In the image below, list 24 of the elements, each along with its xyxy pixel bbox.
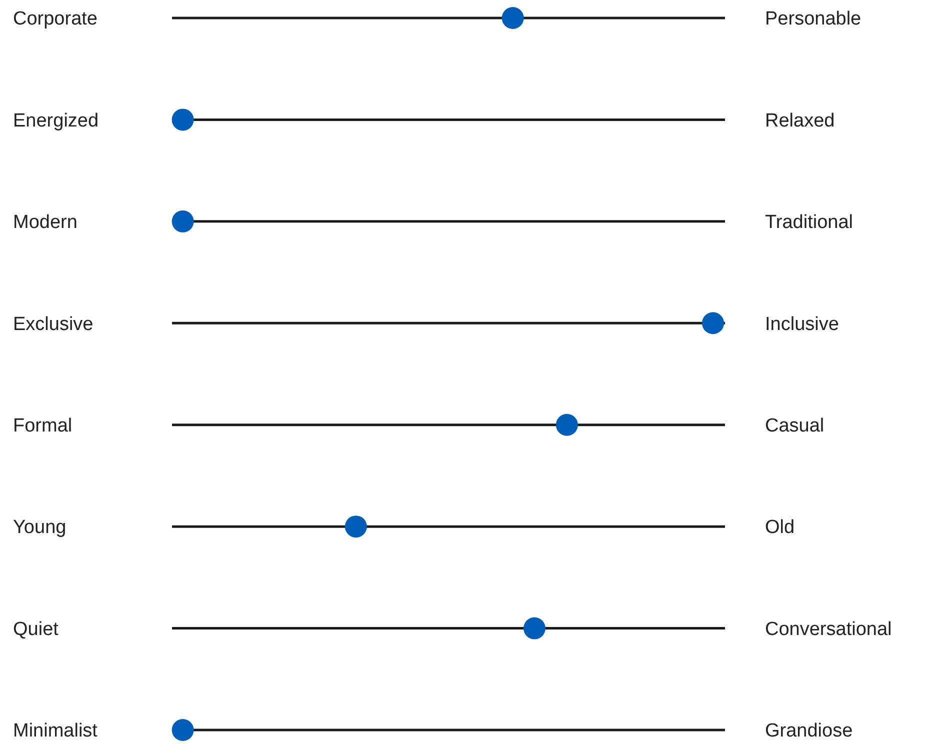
y2-tick-label: Relaxed bbox=[765, 110, 835, 132]
y-tick-label: Young bbox=[13, 517, 66, 538]
y-tick-label: Exclusive bbox=[13, 314, 94, 335]
y-tick-label: Formal bbox=[13, 416, 72, 437]
point bbox=[523, 617, 546, 640]
y2-tick-label: Inclusive bbox=[765, 314, 839, 335]
point bbox=[344, 516, 367, 538]
point bbox=[702, 312, 724, 334]
y2-tick-label: Personable bbox=[765, 8, 862, 30]
y-tick-label: Corporate bbox=[13, 8, 98, 30]
point bbox=[556, 414, 578, 436]
y2-tick-label: Grandiose bbox=[765, 720, 853, 742]
y2-tick-label: Conversational bbox=[765, 618, 892, 640]
y-tick-label: Modern bbox=[13, 212, 78, 234]
y2-tick-label: Old bbox=[765, 517, 795, 538]
y-tick-label: Energized bbox=[13, 110, 99, 132]
y2-tick-label: Casual bbox=[765, 416, 824, 437]
point bbox=[172, 210, 194, 232]
point bbox=[172, 719, 194, 741]
point bbox=[172, 108, 194, 131]
point bbox=[502, 7, 524, 29]
y2-tick-label: Traditional bbox=[765, 212, 854, 234]
y-tick-label: Minimalist bbox=[13, 720, 98, 742]
y-tick-label: Quiet bbox=[13, 618, 60, 640]
